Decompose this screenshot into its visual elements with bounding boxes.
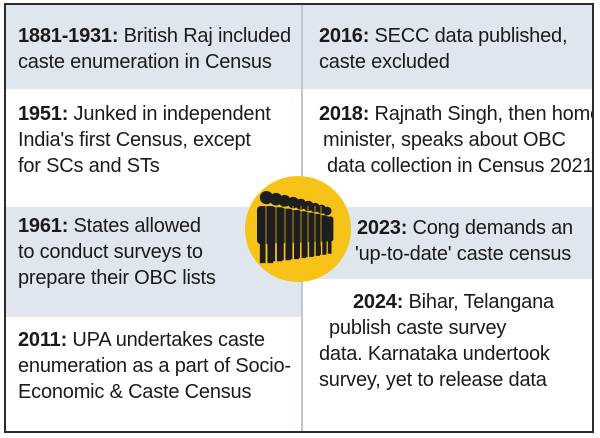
entry-text: UPA undertakes caste — [67, 329, 265, 351]
entry-text: data collection in Census 2021 — [327, 155, 594, 177]
entry-year: 2023: — [357, 217, 408, 239]
timeline-entry-1951: 1951: Junked in independent India's firs… — [6, 89, 301, 207]
entry-text: for SCs and STs — [18, 155, 160, 177]
timeline-panel: 1881-1931: British Raj included caste en… — [4, 3, 594, 433]
entry-text: British Raj included — [118, 25, 291, 47]
timeline-entry-2024: 2024: Bihar, Telangana publish caste sur… — [303, 279, 592, 431]
entry-year: 2024: — [353, 291, 404, 313]
entry-text: enumeration as a part of Socio- — [18, 355, 291, 377]
timeline-entry-2018: 2018: Rajnath Singh, then home minister,… — [303, 89, 592, 207]
entry-text: Economic & Caste Census — [18, 381, 252, 403]
timeline-entry-2011: 2011: UPA undertakes caste enumeration a… — [6, 317, 301, 431]
entry-year: 2016: — [319, 25, 370, 47]
entry-text: States allowed — [68, 215, 201, 237]
entry-text: Junked in independent — [68, 103, 271, 125]
entry-year: 2011: — [18, 329, 68, 351]
entry-text: SECC data published, — [369, 25, 568, 47]
entry-text: survey, yet to release data — [319, 369, 547, 391]
entry-text: caste enumeration in Census — [18, 51, 272, 73]
entry-year: 1951: — [18, 103, 69, 125]
entry-text: Bihar, Telangana — [403, 291, 555, 313]
entry-text: to conduct surveys to — [18, 241, 203, 263]
timeline-entry-2016: 2016: SECC data published, caste exclude… — [303, 5, 592, 89]
entry-text: Rajnath Singh, then home — [369, 103, 594, 125]
people-row-icon — [245, 176, 351, 282]
timeline-entry-1881: 1881-1931: British Raj included caste en… — [6, 5, 301, 89]
entry-text: Cong demands an — [407, 217, 574, 239]
entry-text: 'up-to-date' caste census — [355, 243, 572, 265]
entry-text: minister, speaks about OBC — [323, 129, 566, 151]
entry-text: India's first Census, except — [18, 129, 251, 151]
timeline-entry-2023: 2023: Cong demands an 'up-to-date' caste… — [303, 207, 592, 279]
entry-text: prepare their OBC lists — [18, 267, 216, 289]
people-silhouettes-icon — [257, 190, 334, 264]
entry-text: publish caste survey — [329, 317, 507, 339]
entry-year: 2018: — [319, 103, 370, 125]
entry-text: caste excluded — [319, 51, 450, 73]
entry-text: data. Karnataka undertook — [319, 343, 550, 365]
entry-year: 1961: — [18, 215, 69, 237]
entry-year: 1881-1931: — [18, 25, 119, 47]
